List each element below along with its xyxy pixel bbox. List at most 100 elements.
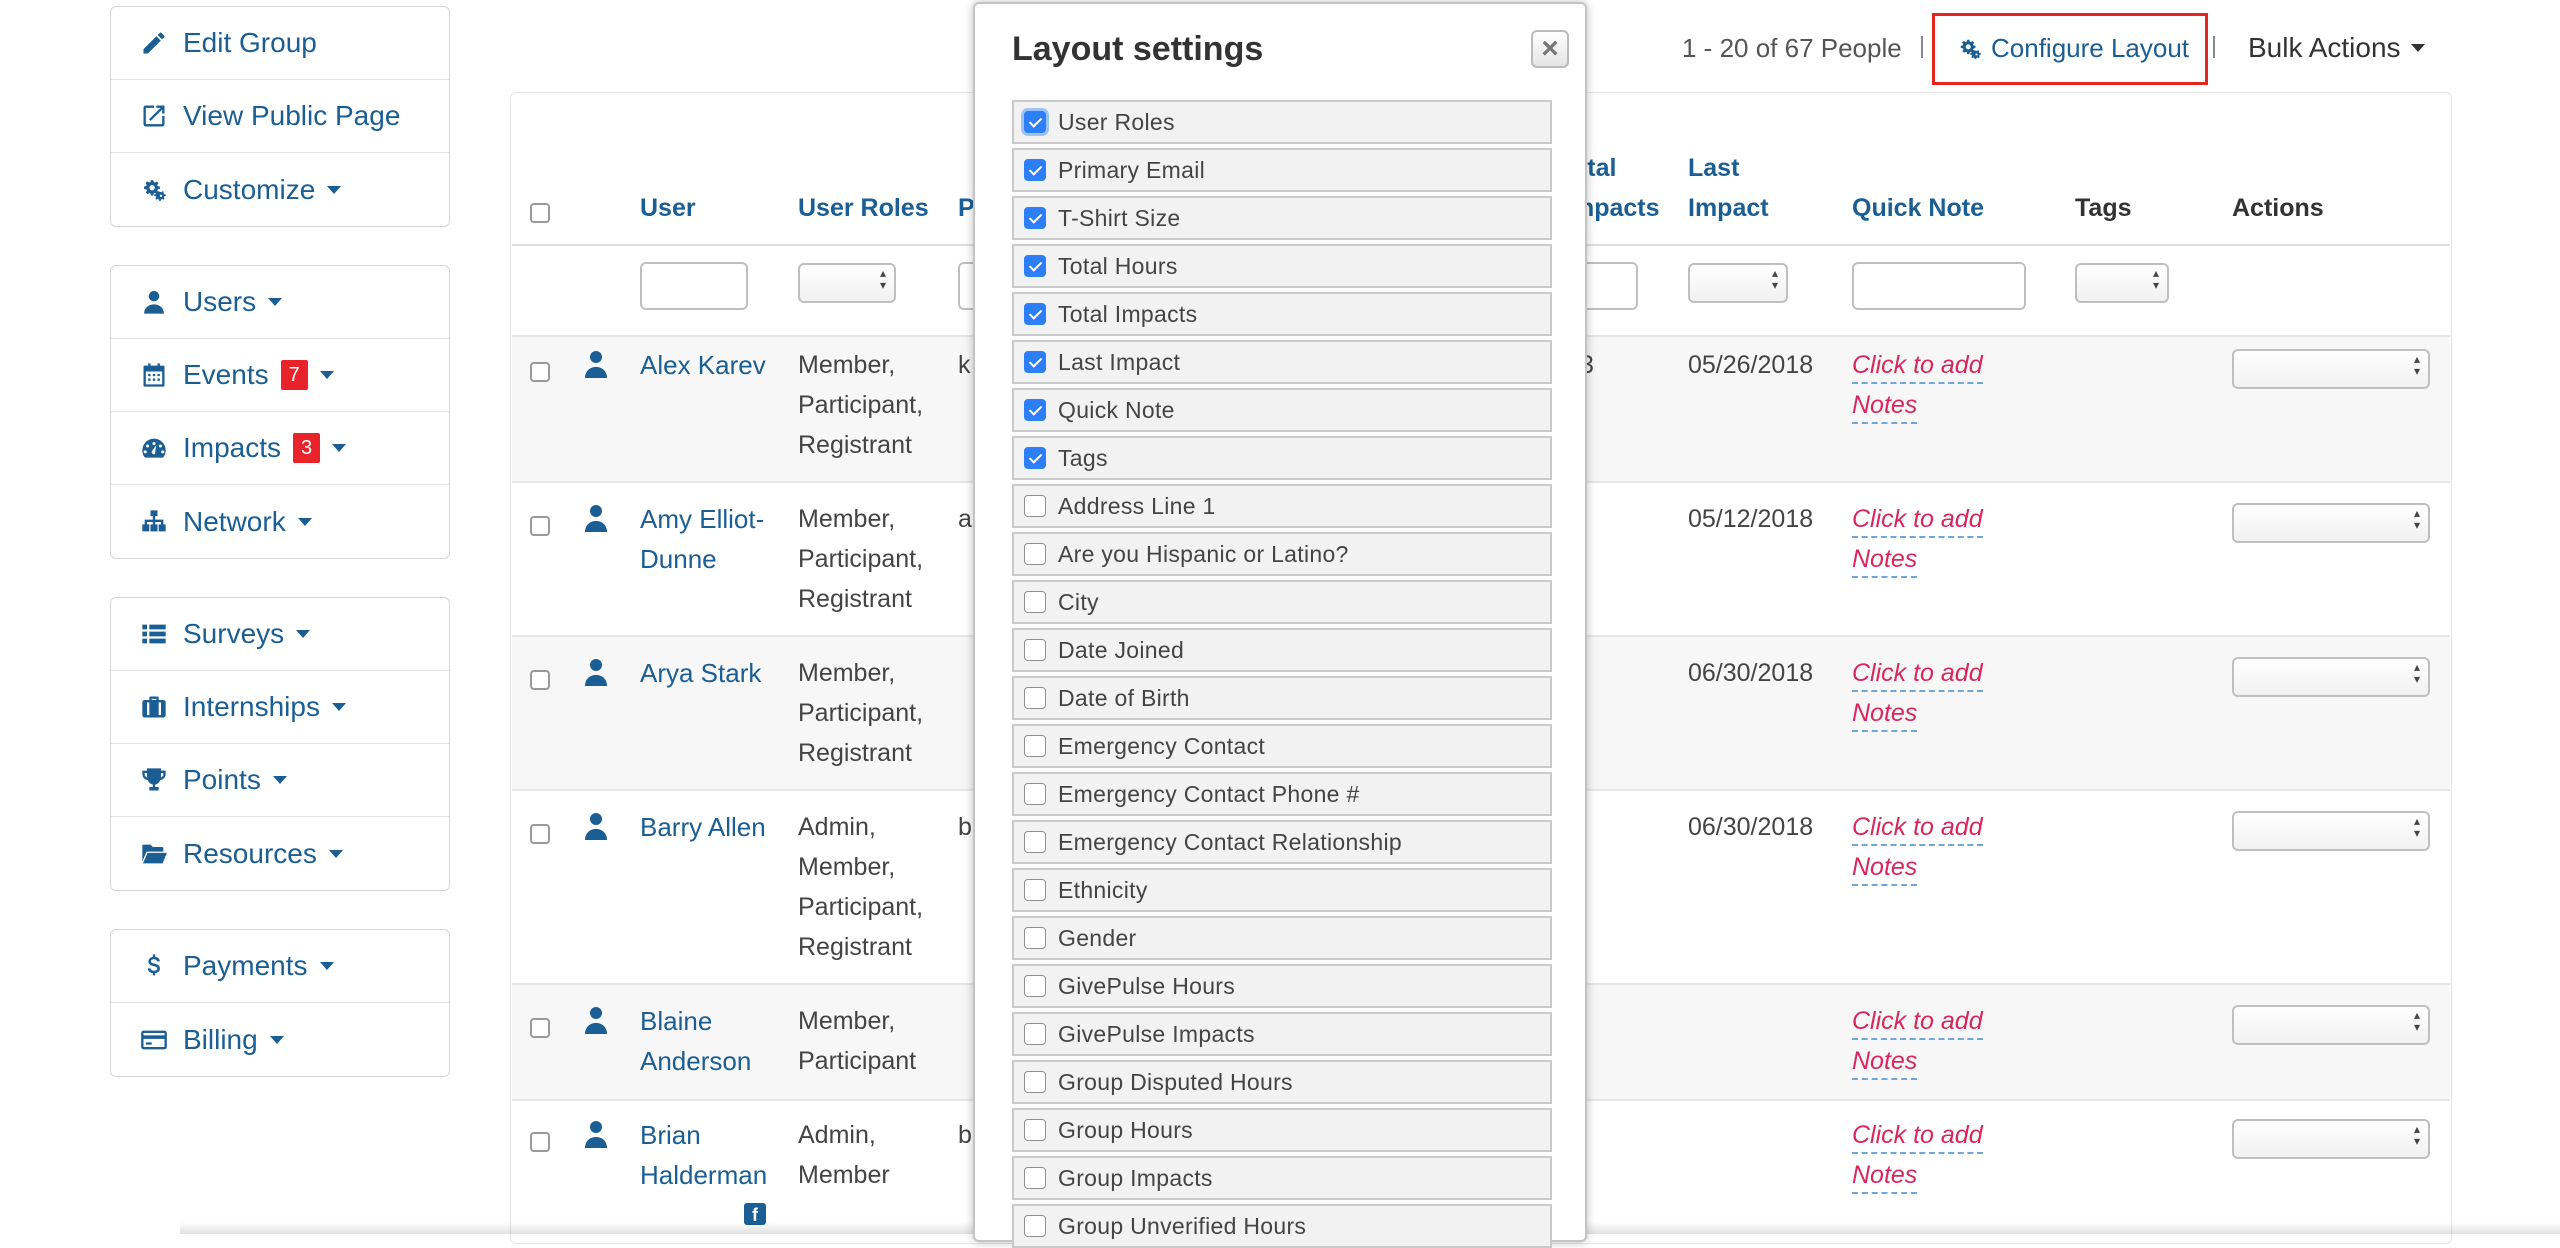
bulk-actions-dropdown[interactable]: Bulk Actions [2248, 32, 2425, 64]
column-option-checkbox[interactable] [1024, 687, 1046, 709]
column-header-user-roles[interactable]: User Roles [798, 194, 929, 222]
filter-quick-note-input[interactable] [1852, 262, 2026, 310]
column-option-checkbox[interactable] [1024, 879, 1046, 901]
column-header-last-impact[interactable]: Last [1688, 154, 1740, 182]
filter-tags-select[interactable] [2075, 263, 2169, 303]
sidebar-item-surveys[interactable]: Surveys [111, 598, 449, 671]
sidebar-item-billing[interactable]: Billing [111, 1003, 449, 1076]
sidebar-item-users[interactable]: Users [111, 266, 449, 339]
quick-note-link[interactable]: Click to add Notes [1852, 499, 1983, 579]
column-option-checkbox[interactable] [1024, 975, 1046, 997]
column-header-primary-email[interactable]: P [958, 194, 975, 222]
column-option-checkbox[interactable] [1024, 207, 1046, 229]
column-option[interactable]: Total Hours [1012, 244, 1552, 288]
column-option[interactable]: T-Shirt Size [1012, 196, 1552, 240]
column-option-checkbox[interactable] [1024, 351, 1046, 373]
column-option[interactable]: Last Impact [1012, 340, 1552, 384]
user-name-link[interactable]: Alex Karev [640, 350, 766, 380]
column-option[interactable]: Emergency Contact [1012, 724, 1552, 768]
row-actions-select[interactable] [2232, 657, 2430, 697]
row-checkbox[interactable] [530, 1132, 550, 1152]
row-actions-select[interactable] [2232, 1119, 2430, 1159]
column-option-checkbox[interactable] [1024, 639, 1046, 661]
user-name-link[interactable]: Arya Stark [640, 658, 762, 688]
configure-layout-link[interactable]: Configure Layout [1955, 33, 2189, 64]
column-option-checkbox[interactable] [1024, 111, 1046, 133]
column-option[interactable]: GivePulse Impacts [1012, 1012, 1552, 1056]
column-option-checkbox[interactable] [1024, 255, 1046, 277]
column-option-checkbox[interactable] [1024, 159, 1046, 181]
user-name-link[interactable]: Barry Allen [640, 812, 766, 842]
column-option[interactable]: Group Unverified Hours [1012, 1204, 1552, 1248]
sidebar-item-resources[interactable]: Resources [111, 817, 449, 890]
column-header-user[interactable]: User [640, 194, 696, 222]
row-checkbox[interactable] [530, 824, 550, 844]
column-option[interactable]: Date Joined [1012, 628, 1552, 672]
quick-note-link[interactable]: Click to add Notes [1852, 1001, 1983, 1081]
column-option-checkbox[interactable] [1024, 927, 1046, 949]
column-option[interactable]: Emergency Contact Relationship [1012, 820, 1552, 864]
column-option[interactable]: Group Disputed Hours [1012, 1060, 1552, 1104]
column-option-checkbox[interactable] [1024, 735, 1046, 757]
sidebar-item-internships[interactable]: Internships [111, 671, 449, 744]
sidebar-item-edit-group[interactable]: Edit Group [111, 7, 449, 80]
column-option[interactable]: Ethnicity [1012, 868, 1552, 912]
row-actions-select[interactable] [2232, 1005, 2430, 1045]
column-option[interactable]: Are you Hispanic or Latino? [1012, 532, 1552, 576]
user-name-link[interactable]: Blaine Anderson [640, 1006, 752, 1076]
filter-last-impact-select[interactable] [1688, 263, 1788, 303]
column-option[interactable]: Total Impacts [1012, 292, 1552, 336]
column-option[interactable]: Tags [1012, 436, 1552, 480]
filter-user-input[interactable] [640, 262, 748, 310]
column-option-checkbox[interactable] [1024, 399, 1046, 421]
column-option[interactable]: Group Hours [1012, 1108, 1552, 1152]
column-header-last-impact[interactable]: Impact [1688, 194, 1769, 222]
row-actions-select[interactable] [2232, 349, 2430, 389]
quick-note-link[interactable]: Click to add Notes [1852, 1115, 1983, 1195]
row-checkbox[interactable] [530, 516, 550, 536]
column-option[interactable]: Primary Email [1012, 148, 1552, 192]
sidebar-item-network[interactable]: Network [111, 485, 449, 558]
column-option[interactable]: GivePulse Hours [1012, 964, 1552, 1008]
sidebar-item-view-public-page[interactable]: View Public Page [111, 80, 449, 153]
select-all-checkbox[interactable] [530, 203, 550, 223]
user-name-link[interactable]: Amy Elliot- Dunne [640, 504, 765, 574]
column-option[interactable]: Gender [1012, 916, 1552, 960]
column-option-checkbox[interactable] [1024, 1023, 1046, 1045]
column-option-checkbox[interactable] [1024, 303, 1046, 325]
column-option[interactable]: Emergency Contact Phone # [1012, 772, 1552, 816]
quick-note-link[interactable]: Click to add Notes [1852, 807, 1983, 887]
column-option[interactable]: User Roles [1012, 100, 1552, 144]
sidebar-item-events[interactable]: Events 7 [111, 339, 449, 412]
row-actions-select[interactable] [2232, 811, 2430, 851]
column-option-checkbox[interactable] [1024, 495, 1046, 517]
quick-note-link[interactable]: Click to add Notes [1852, 653, 1983, 733]
row-checkbox[interactable] [530, 362, 550, 382]
sidebar-item-customize[interactable]: Customize [111, 153, 449, 226]
column-option-checkbox[interactable] [1024, 1119, 1046, 1141]
column-option-checkbox[interactable] [1024, 831, 1046, 853]
column-option[interactable]: Group Impacts [1012, 1156, 1552, 1200]
column-option[interactable]: Quick Note [1012, 388, 1552, 432]
row-actions-select[interactable] [2232, 503, 2430, 543]
column-option[interactable]: Address Line 1 [1012, 484, 1552, 528]
sidebar-item-points[interactable]: Points [111, 744, 449, 817]
column-option-checkbox[interactable] [1024, 447, 1046, 469]
close-button[interactable]: × [1531, 30, 1569, 68]
row-checkbox[interactable] [530, 670, 550, 690]
sidebar-item-impacts[interactable]: Impacts 3 [111, 412, 449, 485]
user-name-link[interactable]: Brian Halderman [640, 1120, 768, 1190]
filter-user-roles-select[interactable] [798, 263, 896, 303]
quick-note-link[interactable]: Click to add Notes [1852, 345, 1983, 425]
column-option-checkbox[interactable] [1024, 1167, 1046, 1189]
column-option[interactable]: Date of Birth [1012, 676, 1552, 720]
column-header-quick-note[interactable]: Quick Note [1852, 194, 1984, 222]
column-option-checkbox[interactable] [1024, 1071, 1046, 1093]
column-option[interactable]: City [1012, 580, 1552, 624]
facebook-icon[interactable]: f [744, 1203, 766, 1225]
row-checkbox[interactable] [530, 1018, 550, 1038]
column-option-checkbox[interactable] [1024, 543, 1046, 565]
column-option-checkbox[interactable] [1024, 783, 1046, 805]
column-option-checkbox[interactable] [1024, 591, 1046, 613]
sidebar-item-payments[interactable]: Payments [111, 930, 449, 1003]
